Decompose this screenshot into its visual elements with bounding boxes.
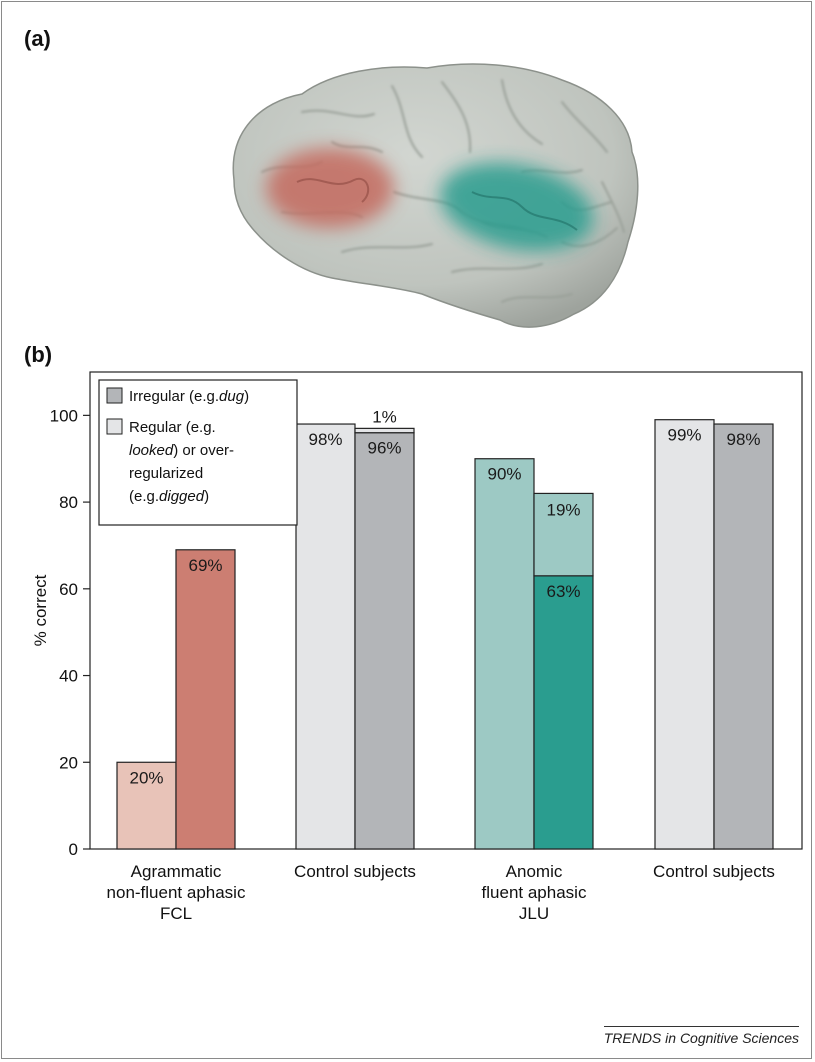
bar bbox=[295, 423, 356, 850]
y-tick-label: 20 bbox=[59, 753, 78, 772]
data-label: 63% bbox=[546, 582, 580, 601]
frontal-region bbox=[266, 148, 394, 228]
category-label: fluent aphasic bbox=[482, 883, 587, 902]
category-label: FCL bbox=[160, 904, 192, 923]
plot-frame bbox=[89, 371, 803, 850]
y-tick-label: 0 bbox=[69, 840, 78, 859]
y-tick-label: 100 bbox=[50, 406, 78, 425]
bar bbox=[116, 761, 177, 850]
legend-entry: regularized bbox=[129, 465, 203, 482]
bar bbox=[354, 432, 415, 850]
bar bbox=[474, 458, 535, 850]
y-tick-label: 40 bbox=[59, 667, 78, 686]
temporal-region-sulci bbox=[471, 191, 578, 231]
source-credit: TRENDS in Cognitive Sciences bbox=[603, 1026, 799, 1046]
cortex-shape bbox=[232, 63, 639, 328]
data-label: 20% bbox=[129, 768, 163, 787]
legend-swatch bbox=[106, 418, 123, 435]
legend-entry: Regular (e.g. bbox=[129, 419, 216, 436]
bar-stack-segment bbox=[354, 427, 415, 434]
bar bbox=[713, 423, 774, 850]
bar-stack-segment bbox=[533, 492, 594, 577]
panel-b-label: (b) bbox=[24, 342, 53, 367]
data-label-stack: 1% bbox=[372, 407, 397, 426]
bar bbox=[175, 549, 236, 850]
frontal-region-sulci bbox=[296, 177, 370, 203]
brain-illustration bbox=[232, 63, 639, 328]
bar bbox=[654, 419, 715, 850]
data-label: 90% bbox=[487, 465, 521, 484]
y-tick-label: 60 bbox=[59, 580, 78, 599]
category-label: non-fluent aphasic bbox=[107, 883, 246, 902]
category-label: Control subjects bbox=[653, 862, 775, 881]
category-label: Control subjects bbox=[294, 862, 416, 881]
data-label: 99% bbox=[667, 426, 701, 445]
data-label: 69% bbox=[188, 556, 222, 575]
data-label: 98% bbox=[726, 430, 760, 449]
legend-swatch bbox=[106, 387, 123, 404]
bar bbox=[533, 575, 594, 850]
y-tick-label: 80 bbox=[59, 493, 78, 512]
category-label: Anomic bbox=[506, 862, 563, 881]
panel-a-label: (a) bbox=[24, 26, 51, 51]
legend-entry: Irregular (e.g.dug) bbox=[129, 388, 249, 405]
legend-box bbox=[98, 379, 298, 526]
temporal-region bbox=[440, 162, 594, 252]
data-label: 98% bbox=[308, 430, 342, 449]
data-label-stack: 19% bbox=[546, 500, 580, 519]
y-axis-title: % correct bbox=[31, 574, 50, 646]
legend-entry: looked) or over- bbox=[129, 442, 234, 459]
data-label: 96% bbox=[367, 439, 401, 458]
bar-chart: 0 20 40 60 80 100 % correct 20% 69% Agrammatic non… bbox=[31, 371, 803, 923]
category-label: JLU bbox=[519, 904, 549, 923]
category-label: Agrammatic bbox=[131, 862, 222, 881]
legend-entry: (e.g.digged) bbox=[129, 488, 209, 505]
